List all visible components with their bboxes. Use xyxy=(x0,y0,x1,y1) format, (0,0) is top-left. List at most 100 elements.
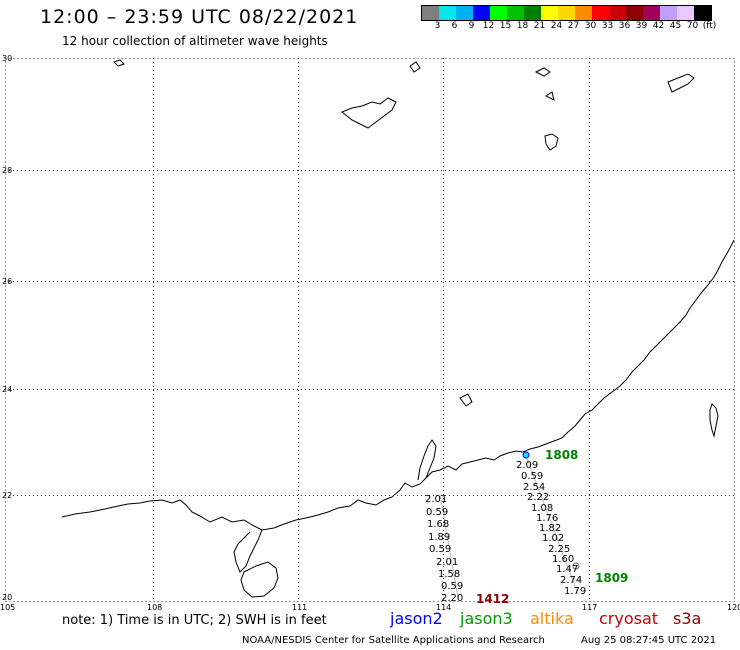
legend-swatch xyxy=(677,6,694,20)
inland-lake xyxy=(113,59,125,67)
inland-lake xyxy=(534,67,551,77)
swh-value: 2.25 xyxy=(548,544,570,555)
coastline xyxy=(61,59,735,598)
satellite-label: s3a xyxy=(673,609,702,628)
lat-label: 22 xyxy=(2,491,12,500)
lon-label: 114 xyxy=(436,603,451,612)
inland-lake xyxy=(459,393,473,407)
legend-swatch xyxy=(558,6,575,20)
legend-swatch xyxy=(439,6,456,20)
inland-lake xyxy=(544,133,559,151)
track-start-marker xyxy=(522,451,530,459)
lon-label: 117 xyxy=(582,603,597,612)
lon-label: 111 xyxy=(292,603,307,612)
satellite-label: cryosat xyxy=(599,609,659,628)
pass-id-label: 1809 xyxy=(595,571,628,585)
track-end-marker xyxy=(572,562,580,570)
legend-label: 18 xyxy=(516,21,529,31)
swh-value: 1.79 xyxy=(564,586,586,597)
lat-label: 24 xyxy=(2,385,12,394)
legend-swatch xyxy=(490,6,507,20)
legend-label: 39 xyxy=(635,21,648,31)
legend-swatch xyxy=(592,6,609,20)
legend-label: 45 xyxy=(669,21,682,31)
map-subtitle: 12 hour collection of altimeter wave hei… xyxy=(62,34,328,48)
swh-value: 2.74 xyxy=(560,575,582,586)
legend-swatch xyxy=(456,6,473,20)
footnote: note: 1) Time is in UTC; 2) SWH is in fe… xyxy=(62,613,327,628)
legend-label: 12 xyxy=(482,21,495,31)
credit-text: NOAA/NESDIS Center for Satellite Applica… xyxy=(242,635,545,646)
lon-label: 105 xyxy=(0,603,15,612)
swh-value: 1.89 xyxy=(428,532,450,543)
legend-swatch xyxy=(473,6,490,20)
inland-lake xyxy=(409,61,421,73)
legend-swatch xyxy=(609,6,626,20)
legend-swatch xyxy=(524,6,541,20)
map-title: 12:00 – 23:59 UTC 08/22/2021 xyxy=(40,6,359,28)
coastline-hainan xyxy=(240,561,279,598)
pass-id-label: 1412 xyxy=(476,592,509,606)
coastline-pearl-river-delta xyxy=(417,439,437,481)
lon-labels: 105 108 111 114 117 120 xyxy=(0,603,740,612)
lat-labels: 30 28 26 24 22 20 xyxy=(2,54,12,602)
swh-value: 1.82 xyxy=(539,523,561,534)
swh-value: 1.02 xyxy=(542,533,564,544)
legend-label: 21 xyxy=(533,21,546,31)
legend-swatch xyxy=(422,6,439,20)
legend-labels: 3 6 9 12 15 18 21 24 27 30 33 36 39 42 4… xyxy=(421,21,740,33)
swh-value: 1.08 xyxy=(531,503,553,514)
altimeter-tracks xyxy=(439,451,580,599)
legend-label: 3 xyxy=(434,21,441,31)
legend-label: 42 xyxy=(652,21,665,31)
legend-label: 15 xyxy=(499,21,512,31)
satellite-label: altika xyxy=(530,609,574,628)
legend-swatch xyxy=(626,6,643,20)
legend-label: 36 xyxy=(618,21,631,31)
inland-lake xyxy=(545,91,555,101)
swh-value: 2.09 xyxy=(516,460,538,471)
legend-label: 6 xyxy=(451,21,458,31)
coastline-china xyxy=(61,239,735,531)
satellite-label: jason3 xyxy=(460,609,513,628)
legend-swatch xyxy=(643,6,660,20)
lat-label: 20 xyxy=(2,593,12,602)
track-1412-line xyxy=(439,493,459,599)
swh-value: 2.01 xyxy=(436,557,458,568)
swh-value: 1.60 xyxy=(552,554,574,565)
swh-value: 0.59 xyxy=(426,507,448,518)
lat-label: 26 xyxy=(2,277,12,286)
coastline-leizhou-peninsula xyxy=(233,529,263,573)
track-1412-values: 2.01 0.59 1.68 1.89 0.59 2.01 1.58 0.59 … xyxy=(425,494,463,604)
legend-swatch xyxy=(660,6,677,20)
wave-height-legend xyxy=(421,5,712,21)
swh-value: 1.76 xyxy=(536,513,558,524)
swh-value: 2.20 xyxy=(441,593,463,604)
swh-value: 0.59 xyxy=(441,581,463,592)
inland-lake xyxy=(667,73,695,93)
satellite-label: jason2 xyxy=(390,609,443,628)
track-1808-line xyxy=(525,455,579,595)
legend-label: 70 xyxy=(686,21,699,31)
legend-swatch xyxy=(541,6,558,20)
pass-ids: 1808 1809 1412 xyxy=(476,448,628,606)
legend-label: 30 xyxy=(584,21,597,31)
legend-swatch xyxy=(507,6,524,20)
lon-label: 108 xyxy=(147,603,162,612)
map-frame xyxy=(5,58,735,602)
pass-id-label: 1808 xyxy=(545,448,578,462)
swh-value: 0.59 xyxy=(521,471,543,482)
swh-value: 2.22 xyxy=(527,492,549,503)
swh-value: 1.47 xyxy=(556,564,578,575)
legend-label: 27 xyxy=(567,21,580,31)
legend-label: 9 xyxy=(468,21,475,31)
swh-value: 2.54 xyxy=(523,482,545,493)
swh-value: 1.68 xyxy=(427,519,449,530)
legend-label: 33 xyxy=(601,21,614,31)
swh-value: 2.01 xyxy=(425,494,447,505)
inland-lake xyxy=(341,97,397,129)
legend-swatch xyxy=(694,6,711,20)
lon-label: 120 xyxy=(727,603,740,612)
swh-value: 0.59 xyxy=(429,544,451,555)
